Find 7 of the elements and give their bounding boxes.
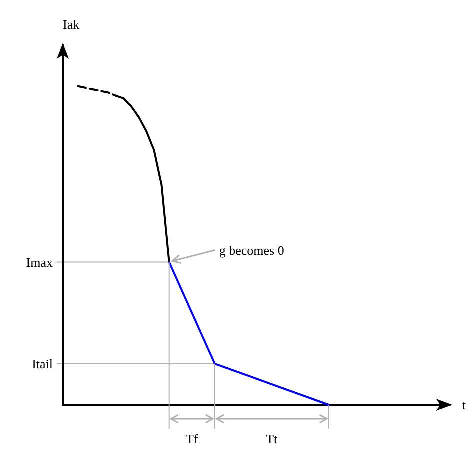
text: Tt xyxy=(266,432,278,446)
annotation: g becomes 0 xyxy=(219,242,284,258)
text: Tf xyxy=(186,432,199,446)
y-axis-title: Iak xyxy=(63,17,80,32)
ref-line-label: Itail xyxy=(32,356,54,372)
x-axis-title: t xyxy=(462,398,466,412)
ref-line-label: Imax xyxy=(26,254,54,270)
